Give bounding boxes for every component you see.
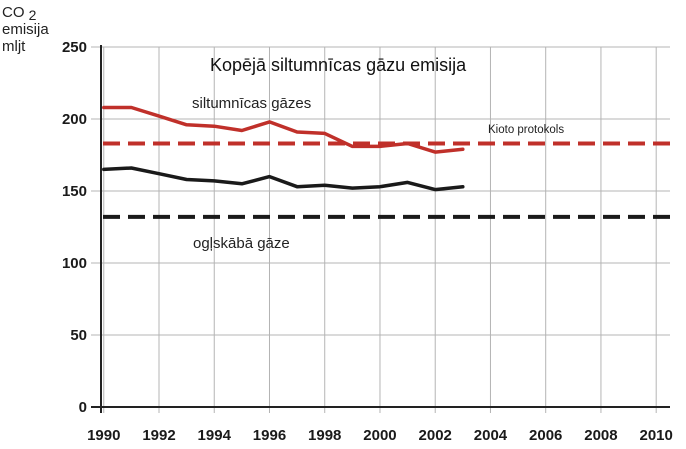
x-tick-label-2010: 2010 [640, 427, 673, 444]
axes [91, 45, 670, 413]
series-label-greenhouse-gases: siltumnīcas gāzes [192, 95, 311, 112]
y-axis-label-line3: mljt [2, 38, 26, 55]
chart-title: Kopējā siltumnīcas gāzu emisija [210, 55, 467, 75]
series-label-carbon-dioxide: ogļskābā gāze [193, 235, 290, 252]
grid-lines [91, 46, 670, 413]
y-tick-label-0: 0 [79, 399, 87, 416]
x-tick-label-2002: 2002 [419, 427, 452, 444]
co-subscript: 2 [28, 7, 37, 23]
x-tick-label-2006: 2006 [529, 427, 562, 444]
x-tick-label-1998: 1998 [308, 427, 341, 444]
reference-lines [103, 141, 670, 219]
y-tick-label-100: 100 [62, 255, 87, 272]
x-tick-label-1994: 1994 [198, 427, 232, 444]
x-tick-label-1996: 1996 [253, 427, 286, 444]
tick-labels: 0 50 100 150 200 250 1990 1992 1994 1996 1998 2000 2… [62, 39, 673, 444]
y-tick-label-150: 150 [62, 183, 87, 200]
y-axis-label: CO 2 emisija mljt [2, 4, 49, 55]
carbon-dioxide-line [102, 166, 465, 192]
kyoto-protocol-label: Kioto protokols [488, 124, 564, 136]
x-tick-label-1992: 1992 [142, 427, 175, 444]
series-lines [102, 105, 465, 192]
y-axis-label-line1: CO 2 [2, 4, 49, 23]
co-text: CO [2, 4, 25, 21]
y-tick-label-250: 250 [62, 39, 87, 56]
greenhouse-gases-line [102, 105, 465, 154]
x-tick-label-2008: 2008 [584, 427, 617, 444]
x-tick-label-2004: 2004 [474, 427, 508, 444]
y-tick-label-50: 50 [70, 327, 87, 344]
x-tick-label-1990: 1990 [87, 427, 120, 444]
x-tick-label-2000: 2000 [363, 427, 396, 444]
y-axis-label-line2: emisija [2, 21, 49, 38]
y-tick-label-200: 200 [62, 111, 87, 128]
